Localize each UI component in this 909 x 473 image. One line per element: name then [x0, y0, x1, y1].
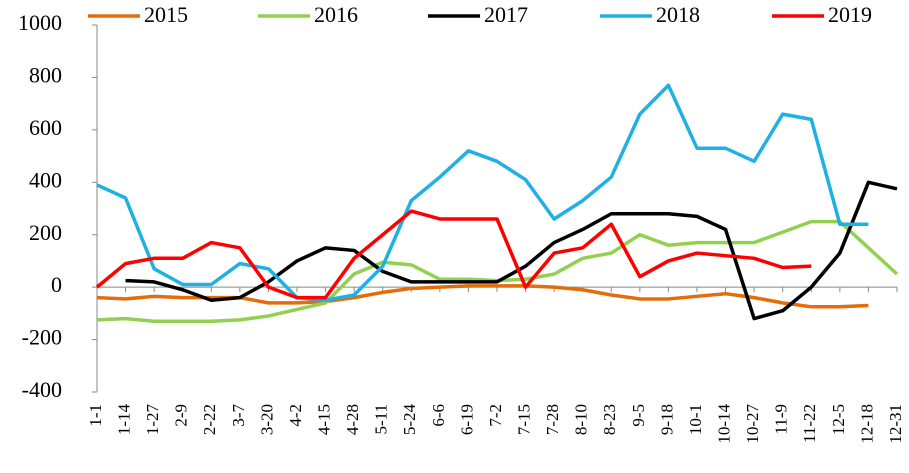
x-tick-label: 3-7 [229, 404, 248, 427]
x-tick-label: 4-15 [314, 404, 333, 435]
x-tick-label: 7-2 [486, 404, 505, 427]
x-tick-label: 7-28 [543, 404, 562, 435]
x-tick-label: 8-10 [572, 404, 591, 435]
x-tick-label: 9-18 [657, 404, 676, 435]
x-tick-label: 8-23 [600, 404, 619, 435]
x-tick-label: 12-5 [829, 404, 848, 435]
x-tick-label: 5-24 [400, 404, 419, 436]
x-tick-label: 5-11 [372, 404, 391, 435]
legend-label: 2019 [828, 2, 872, 27]
y-tick-label: 1000 [18, 10, 62, 35]
x-tick-label: 7-15 [514, 404, 533, 435]
x-tick-label: 1-27 [143, 404, 162, 436]
y-tick-label: 800 [29, 62, 62, 87]
y-tick-label: 200 [29, 220, 62, 245]
x-tick-label: 1-14 [114, 404, 133, 436]
series-line [96, 219, 899, 323]
x-tick-label: 2-9 [172, 404, 191, 427]
x-tick-label: 9-5 [629, 404, 648, 427]
x-tick-label: 6-19 [457, 404, 476, 435]
x-tick-label: 10-27 [743, 404, 762, 444]
x-tick-label: 2-22 [200, 404, 219, 435]
x-tick-label: 12-18 [857, 404, 876, 444]
x-tick-label: 11-9 [772, 404, 791, 435]
x-tick-label: 12-31 [886, 404, 905, 444]
x-tick-label: 10-14 [714, 404, 733, 444]
y-tick-label: 400 [29, 167, 62, 192]
series-line [96, 284, 869, 309]
y-tick-label: 0 [51, 272, 62, 297]
legend-label: 2018 [656, 2, 700, 27]
x-tick-label: 10-1 [686, 404, 705, 435]
series-line [96, 83, 869, 302]
legend-label: 2016 [314, 2, 358, 27]
y-tick-label: 600 [29, 115, 62, 140]
x-tick-label: 6-6 [429, 404, 448, 427]
x-tick-label: 11-22 [800, 404, 819, 443]
x-tick-label: 1-1 [86, 404, 105, 427]
x-tick-label: 3-20 [257, 404, 276, 435]
series-line [125, 180, 898, 321]
y-tick-label: -400 [22, 377, 62, 402]
legend-label: 2015 [144, 2, 188, 27]
legend-label: 2017 [484, 2, 528, 27]
series-line [95, 209, 812, 300]
y-tick-label: -200 [22, 325, 62, 350]
x-tick-label: 4-2 [286, 404, 305, 427]
x-tick-label: 4-28 [343, 404, 362, 435]
